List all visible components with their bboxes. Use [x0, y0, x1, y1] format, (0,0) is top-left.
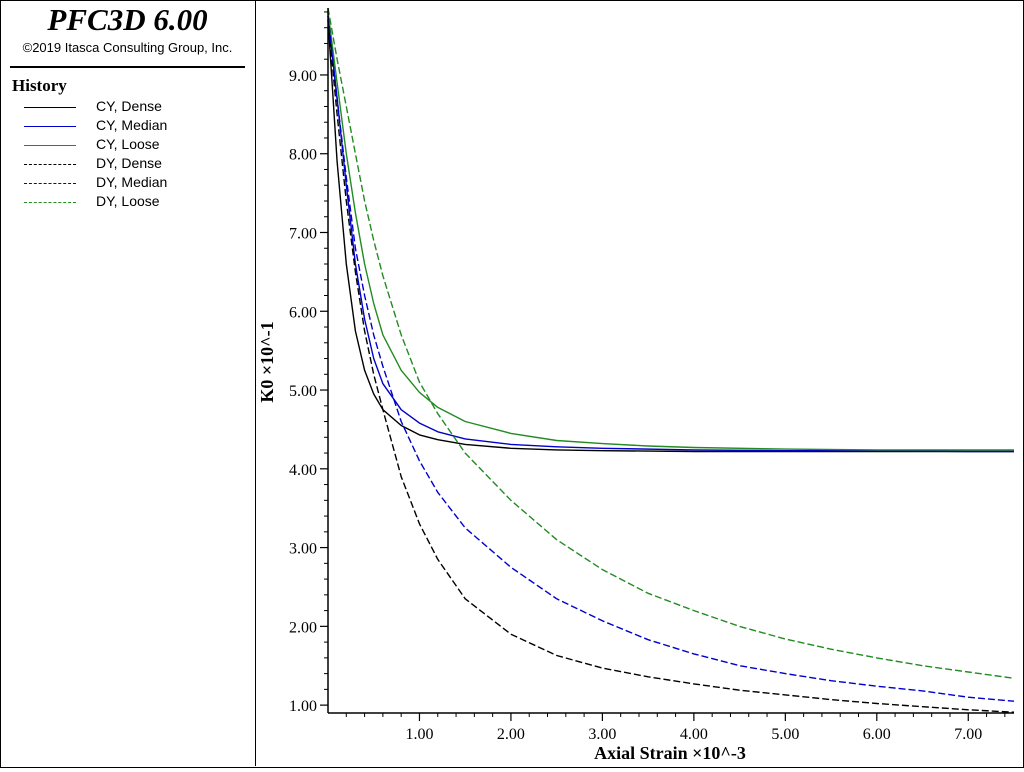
ticks-group: 1.00 2.00 3.00 4.00 5.00 6.00 7.00 1.00 2.00 3.00…	[289, 11, 1006, 743]
y-axis-title: K0 ×10^-1	[257, 321, 277, 402]
series-line-0	[327, 19, 1014, 453]
series-line-4	[327, 15, 1015, 702]
y-tick-label: 3.00	[289, 541, 317, 558]
legend-label: DY, Median	[96, 174, 168, 190]
legend-label: CY, Loose	[96, 136, 160, 152]
legend-label: DY, Loose	[96, 193, 160, 209]
legend-swatch	[24, 145, 76, 146]
x-tick-label: 5.00	[771, 726, 799, 743]
plot-area: 1.00 2.00 3.00 4.00 5.00 6.00 7.00 1.00 2.00 3.00…	[256, 0, 1023, 767]
y-tick-label: 4.00	[289, 462, 317, 479]
copyright-notice: ©2019 Itasca Consulting Group, Inc.	[22, 40, 233, 55]
title-divider	[10, 66, 245, 68]
legend-item-dy-dense: DY, Dense	[20, 155, 250, 174]
legend-item-cy-dense: CY, Dense	[20, 98, 250, 117]
legend-item-cy-loose: CY, Loose	[20, 136, 250, 155]
x-tick-label: 7.00	[954, 726, 982, 743]
legend-item-cy-median: CY, Median	[20, 117, 250, 136]
legend-label: DY, Dense	[96, 155, 162, 171]
k0-chart: 1.00 2.00 3.00 4.00 5.00 6.00 7.00 1.00 2.00 3.00…	[257, 7, 1015, 763]
axes-group	[327, 8, 1014, 714]
info-panel: PFC3D 6.00 ©2019 Itasca Consulting Group…	[0, 0, 256, 766]
series-line-1	[327, 15, 1014, 453]
x-axis-title: Axial Strain ×10^-3	[594, 743, 746, 763]
legend-label: CY, Median	[96, 117, 168, 133]
series-group	[327, 7, 1015, 713]
legend-swatch	[24, 107, 76, 108]
series-line-5	[327, 7, 1015, 679]
legend-swatch	[24, 202, 76, 203]
y-tick-label: 6.00	[289, 304, 317, 321]
y-tick-label: 2.00	[289, 619, 317, 636]
y-tick-label: 1.00	[289, 698, 317, 715]
y-tick-label: 7.00	[289, 225, 317, 242]
y-tick-label: 9.00	[289, 68, 317, 85]
x-tick-label: 1.00	[405, 726, 433, 743]
y-tick-label: 5.00	[289, 383, 317, 400]
legend-item-dy-loose: DY, Loose	[20, 193, 250, 212]
legend-heading: History	[12, 76, 67, 95]
x-tick-label: 2.00	[497, 726, 525, 743]
legend-swatch	[24, 183, 76, 184]
legend-swatch	[24, 126, 76, 127]
legend-label: CY, Dense	[96, 98, 162, 114]
legend-item-dy-median: DY, Median	[20, 174, 250, 193]
y-tick-label: 8.00	[289, 147, 317, 164]
legend-swatch	[24, 164, 76, 165]
series-line-2	[327, 11, 1014, 451]
x-tick-label: 6.00	[863, 726, 891, 743]
x-tick-label: 4.00	[680, 726, 708, 743]
app-title: PFC3D 6.00	[47, 2, 208, 37]
series-line-3	[327, 19, 1015, 713]
x-tick-label: 3.00	[588, 726, 616, 743]
